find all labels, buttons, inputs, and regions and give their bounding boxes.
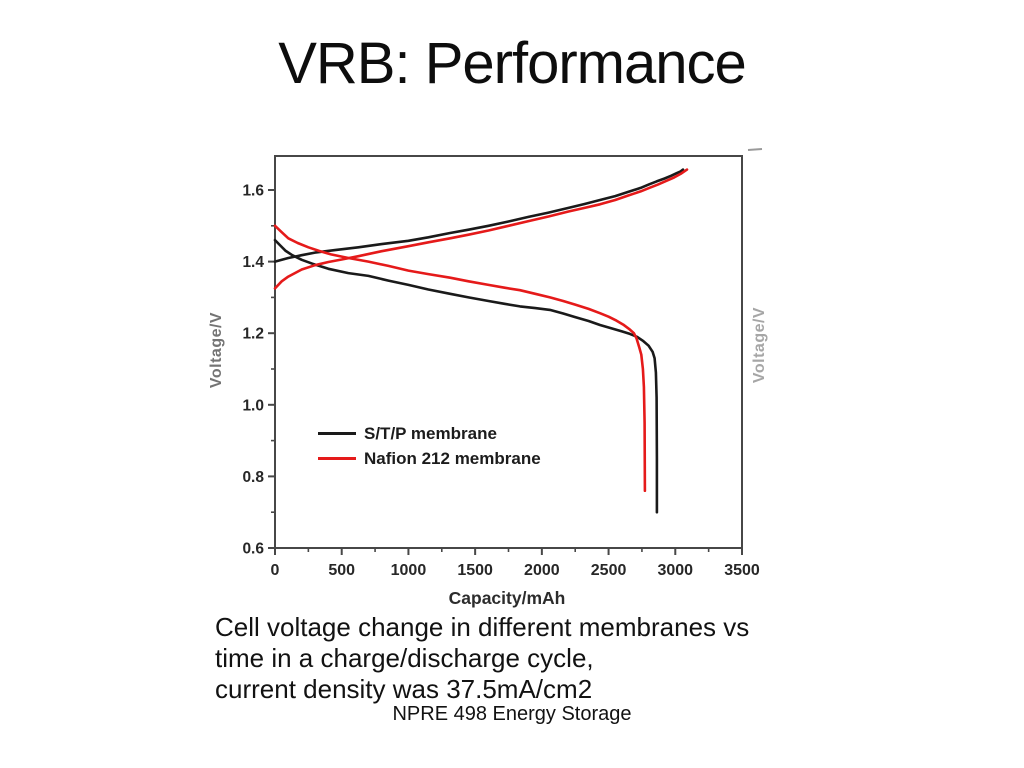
x-tick-label: 3500	[724, 562, 760, 579]
caption: Cell voltage change in different membran…	[215, 612, 749, 705]
curves-layer	[273, 168, 689, 514]
x-tick-label: 2000	[524, 562, 560, 579]
y-tick-label: 1.6	[242, 183, 264, 200]
curve-Nafion 212 membrane - charge	[273, 168, 689, 290]
y-tick-label: 1.2	[242, 326, 264, 343]
y-tick-label: 1.4	[242, 254, 264, 271]
axes-layer: 0 500 1000 1500 2000 2500 3000 3500 0.6 0.8 1.0 1.2…	[242, 155, 760, 579]
plot-box	[274, 155, 743, 549]
caption-line-1: Cell voltage change in different membran…	[215, 612, 750, 642]
slide-title: VRB: Performance	[278, 31, 747, 96]
scan-artifact-line	[747, 148, 763, 151]
x-tick-label: 1000	[391, 562, 427, 579]
x-tick-label: 0	[271, 562, 280, 579]
y-tick-label: 1.0	[242, 397, 264, 414]
curve-S/T/P membrane - discharge	[273, 238, 659, 514]
legend-label-nafion: Nafion 212 membrane	[364, 448, 541, 468]
curve-Nafion 212 membrane - discharge	[273, 224, 647, 492]
x-tick-label: 1500	[457, 562, 493, 579]
legend-line-red	[318, 457, 356, 460]
caption-line-3: current density was 37.5mA/cm2	[215, 674, 593, 704]
legend-item-stp-membrane: S/T/P membrane	[318, 421, 541, 446]
legend-label-stp: S/T/P membrane	[364, 423, 497, 443]
x-tick-label: 3000	[657, 562, 693, 579]
y-axis-label-right: Voltage/V	[751, 307, 768, 383]
y-tick-label: 0.6	[242, 541, 264, 558]
chart-legend: S/T/P membrane Nafion 212 membrane	[318, 421, 541, 471]
x-axis-label: Capacity/mAh	[449, 588, 566, 608]
x-tick-label: 2500	[591, 562, 627, 579]
legend-item-nafion-membrane: Nafion 212 membrane	[318, 446, 541, 471]
y-axis-label-left: Voltage/V	[208, 312, 225, 388]
x-tick-label: 500	[328, 562, 355, 579]
legend-line-black	[318, 432, 356, 435]
footer-course-label: NPRE 498 Energy Storage	[392, 703, 632, 725]
y-tick-label: 0.8	[242, 469, 264, 486]
caption-line-2: time in a charge/discharge cycle,	[215, 643, 594, 673]
curve-S/T/P membrane - charge	[273, 168, 685, 263]
